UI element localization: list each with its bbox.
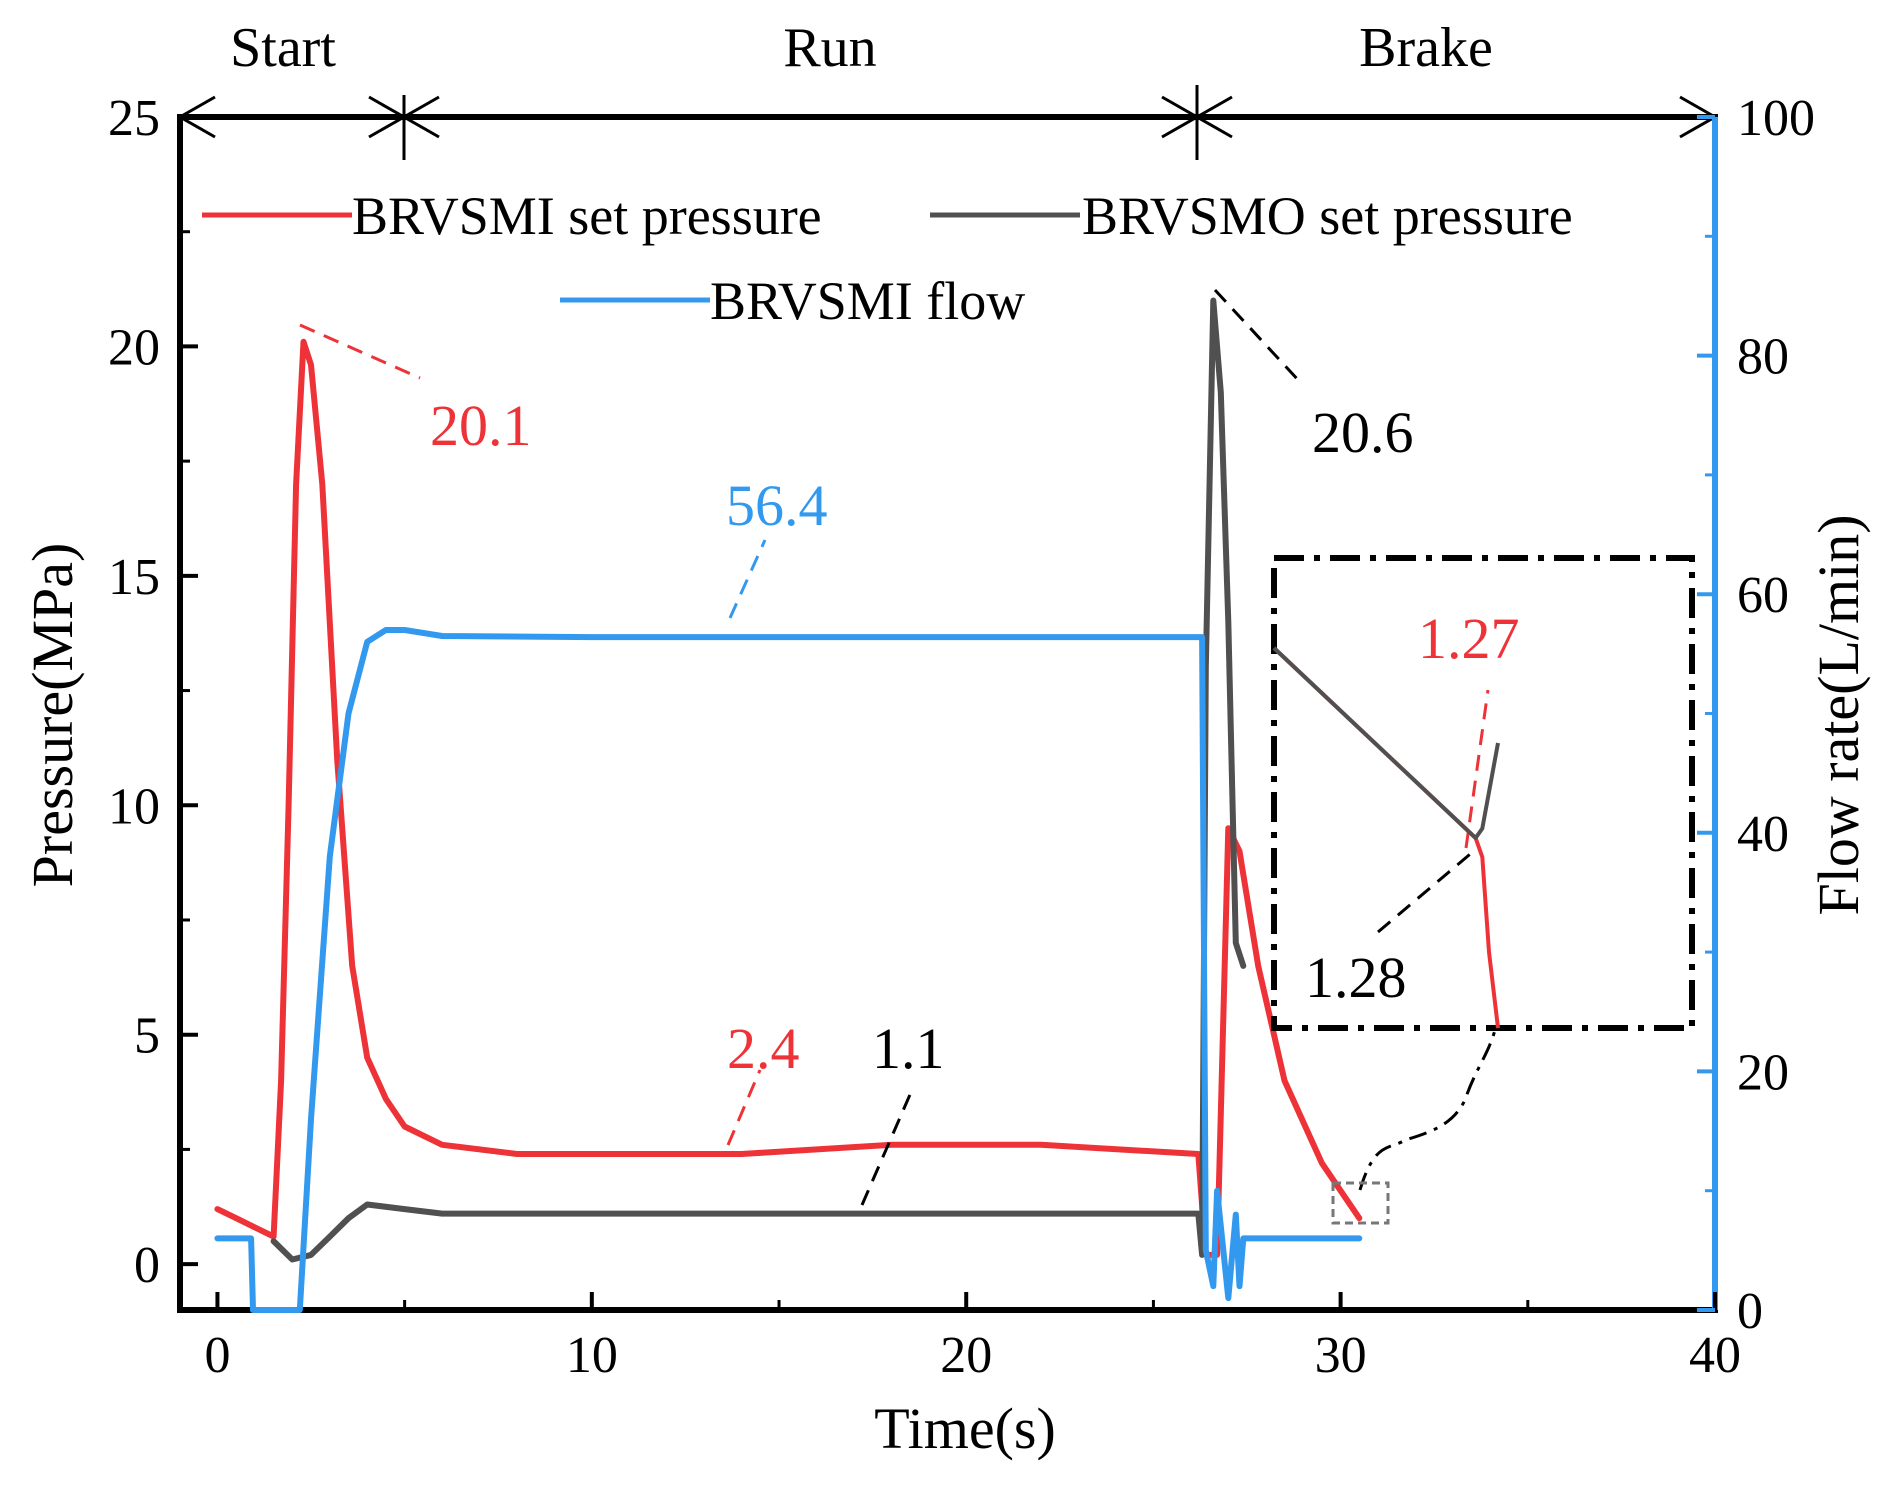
annotation-20-1: 20.1 [430, 393, 532, 458]
y-left-tick-label: 10 [108, 778, 160, 835]
leader-1-28 [1377, 848, 1476, 934]
leader-2-4 [726, 1069, 762, 1146]
annotation-1-1: 1.1 [872, 1016, 945, 1081]
x-tick-label: 0 [204, 1327, 230, 1384]
zoom-source-box [1331, 1181, 1390, 1225]
leader-20-6 [1213, 288, 1302, 384]
inset-box [1271, 555, 1695, 1031]
annotation-1-27: 1.27 [1418, 606, 1520, 671]
y-axis-left-title: Pressure(MPa) [20, 543, 85, 888]
legend: BRVSMI set pressure BRVSMO set pressure … [202, 186, 1573, 331]
legend-label-brvsmi-flow: BRVSMI flow [710, 271, 1025, 331]
inset-connector [1358, 1029, 1497, 1191]
phase-label-run: Run [783, 17, 876, 79]
y-left-tick-label: 15 [108, 549, 160, 606]
series-line-brvsmi-flow [214, 627, 1363, 1313]
legend-label-brvsmi-pressure: BRVSMI set pressure [352, 186, 822, 246]
y-right-tick-label: 40 [1737, 806, 1789, 863]
inset-layer [1272, 646, 1500, 1029]
annotation-2-4: 2.4 [727, 1016, 800, 1081]
y-left-tick-label: 25 [108, 90, 160, 147]
y-left-tick-label: 5 [134, 1008, 160, 1065]
series-line-brvsmo-set-pressure [270, 297, 1247, 1263]
phase-label-start: Start [230, 17, 336, 79]
x-tick-label: 40 [1689, 1327, 1741, 1384]
y-left-tick-label: 0 [134, 1237, 160, 1294]
series-line-brvsmi-set-pressure [214, 338, 1363, 1258]
y-right-tick-label: 100 [1737, 90, 1815, 147]
x-tick-label: 30 [1315, 1327, 1367, 1384]
x-tick-label: 20 [940, 1327, 992, 1384]
annotation-56-4: 56.4 [726, 473, 828, 538]
legend-label-brvsmo-pressure: BRVSMO set pressure [1082, 186, 1573, 246]
series-layer [214, 297, 1363, 1313]
y-axis-right-title: Flow rate(L/min) [1806, 514, 1871, 915]
leader-1-1 [860, 1089, 914, 1206]
leader-20-1 [299, 323, 421, 380]
phase-label-brake: Brake [1359, 17, 1493, 79]
leader-1-27 [1464, 689, 1490, 849]
y-right-tick-label: 0 [1737, 1283, 1763, 1340]
y-right-tick-label: 60 [1737, 567, 1789, 624]
y-right-tick-label: 20 [1737, 1044, 1789, 1101]
phase-arrows [176, 85, 1719, 160]
x-tick-label: 10 [566, 1327, 618, 1384]
y-right-tick-label: 80 [1737, 329, 1789, 386]
inset-line-brvsmo-set-pressure [1272, 646, 1500, 840]
annotation-1-28: 1.28 [1305, 945, 1407, 1010]
leader-56-4 [728, 539, 767, 619]
y-left-tick-label: 20 [108, 319, 160, 376]
annotation-leaders [299, 288, 1497, 1206]
x-axis-title: Time(s) [874, 1396, 1056, 1461]
annotation-20-6: 20.6 [1312, 400, 1414, 465]
